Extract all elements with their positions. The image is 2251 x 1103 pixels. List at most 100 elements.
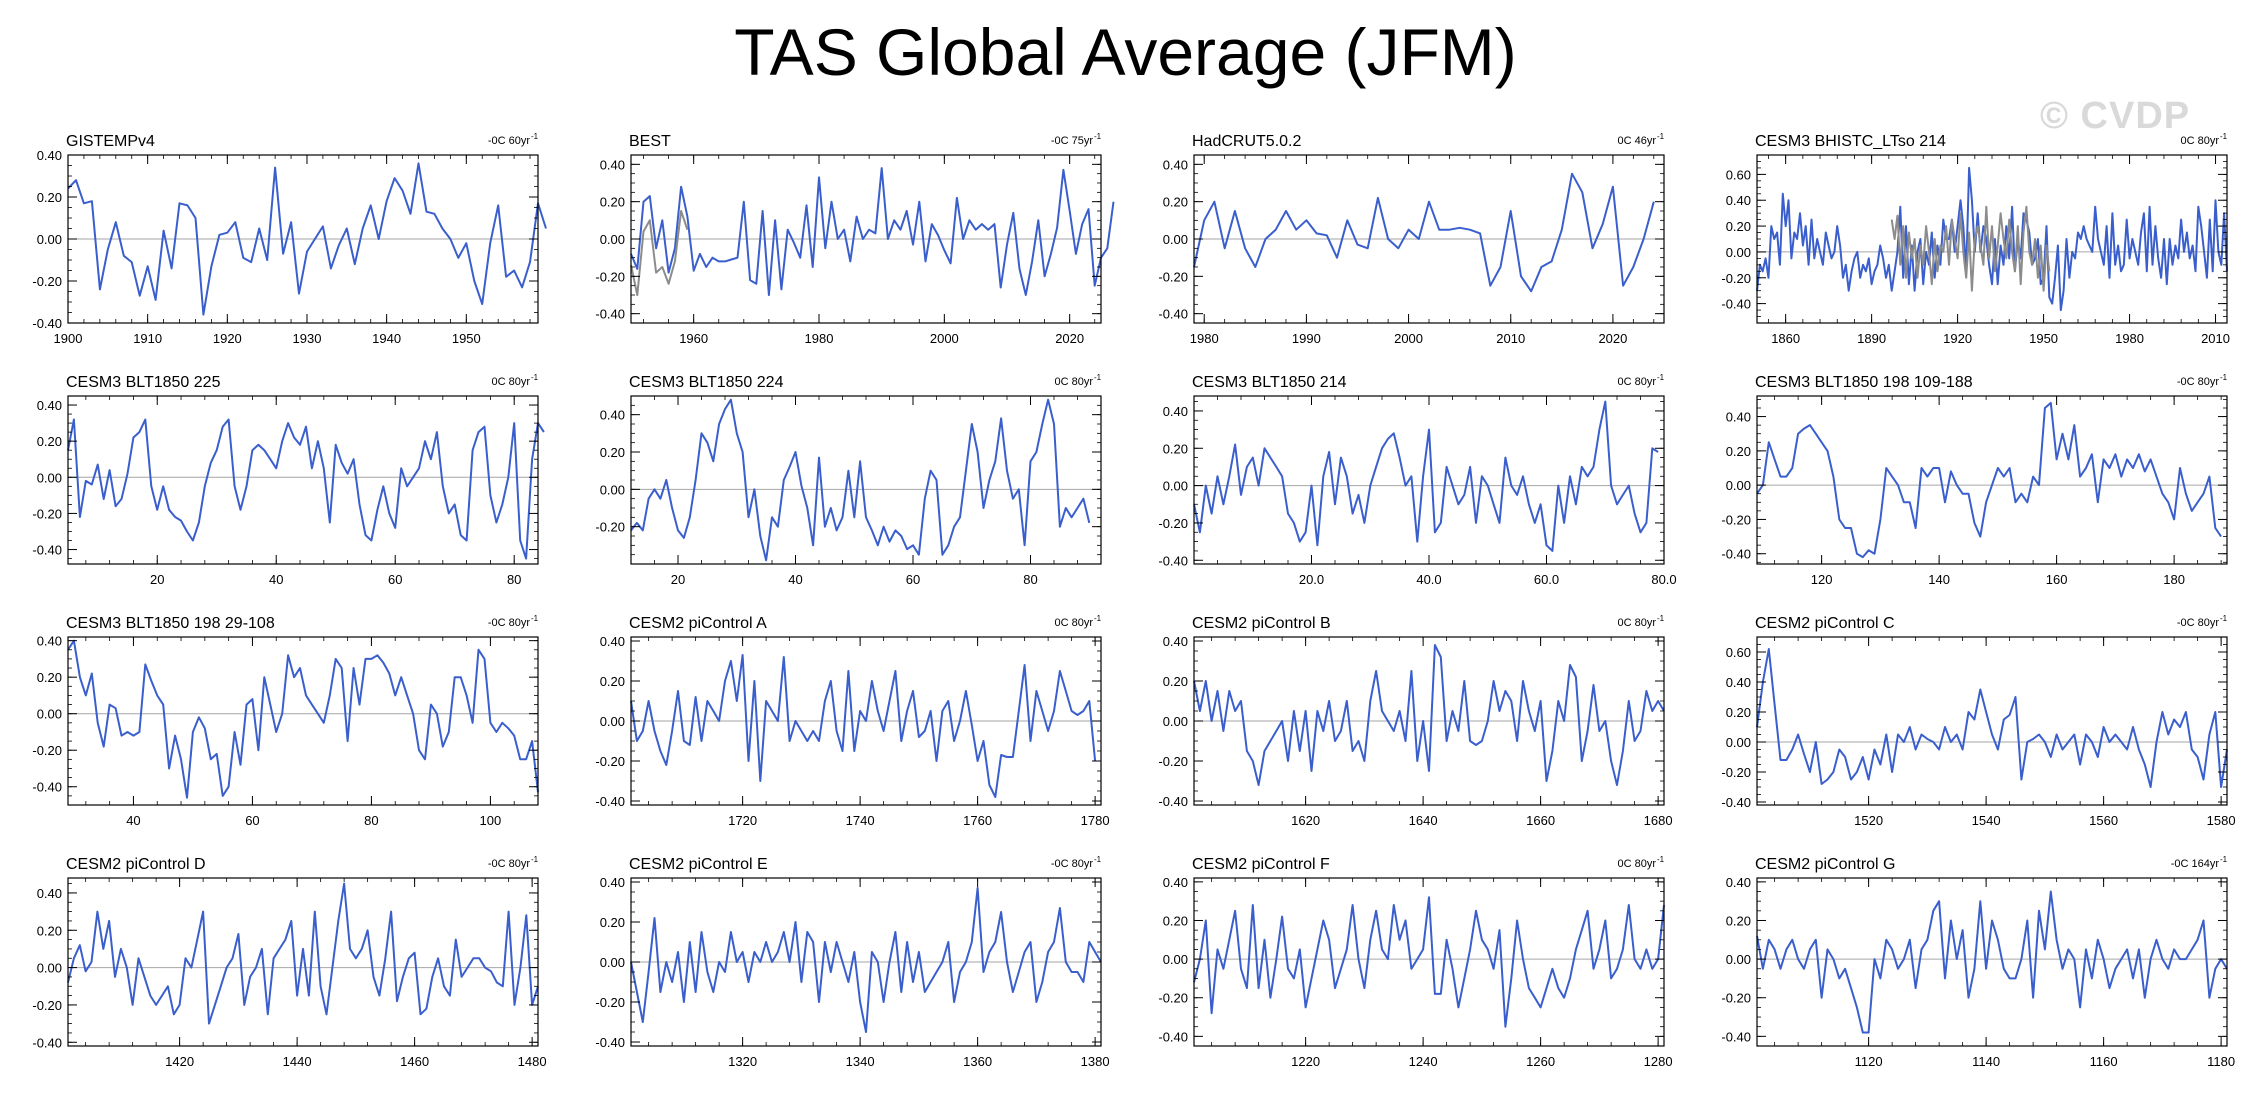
y-tick-label: -0.20 bbox=[1158, 269, 1188, 284]
x-tick-label: 120 bbox=[1811, 572, 1833, 587]
x-tick-label: 1760 bbox=[963, 813, 992, 828]
x-tick-label: 1420 bbox=[165, 1054, 194, 1069]
trend-label: -0C 75yr bbox=[1051, 135, 1094, 147]
y-tick-label: 0.00 bbox=[1163, 479, 1188, 494]
chart-panel-1: GISTEMPv4 -0C 60yr -1 -0.40 -0.20 0.00 0.20 0.4… bbox=[32, 132, 547, 346]
y-tick-label: 0.20 bbox=[37, 923, 62, 938]
data-series-line bbox=[67, 162, 547, 316]
y-tick-label: 0.40 bbox=[1163, 875, 1188, 890]
y-tick-label: -0.20 bbox=[595, 754, 625, 769]
y-tick-label: 0.20 bbox=[600, 915, 625, 930]
x-tick-label: 1280 bbox=[1644, 1054, 1673, 1069]
trend-label: -0C 80yr bbox=[2177, 617, 2220, 629]
x-tick-label: 20 bbox=[150, 572, 164, 587]
y-tick-label: -0.20 bbox=[1721, 271, 1751, 286]
y-tick-label: 0.40 bbox=[1163, 404, 1188, 419]
y-tick-label: -0.40 bbox=[595, 307, 625, 322]
y-tick-label: 0.20 bbox=[1163, 195, 1188, 210]
y-tick-label: 0.40 bbox=[600, 157, 625, 172]
y-tick-label: 0.40 bbox=[37, 634, 62, 649]
x-tick-label: 1950 bbox=[452, 331, 481, 346]
data-series-line bbox=[630, 887, 1102, 1033]
y-tick-label: 0.40 bbox=[37, 148, 62, 163]
x-tick-label: 1640 bbox=[1409, 813, 1438, 828]
y-tick-label: 0.00 bbox=[600, 482, 625, 497]
y-tick-label: -0.40 bbox=[595, 794, 625, 809]
y-tick-label: -0.20 bbox=[595, 520, 625, 535]
x-tick-label: 100 bbox=[480, 813, 502, 828]
y-tick-label: -0.40 bbox=[32, 316, 62, 331]
y-tick-label: 0.00 bbox=[600, 955, 625, 970]
y-tick-label: -0.40 bbox=[1158, 307, 1188, 322]
trend-superscript: -1 bbox=[1094, 614, 1102, 623]
y-tick-label: 0.00 bbox=[37, 232, 62, 247]
x-tick-label: 1950 bbox=[2029, 331, 2058, 346]
x-tick-label: 1980 bbox=[1190, 331, 1219, 346]
panel-title: CESM2 piControl D bbox=[66, 856, 206, 873]
trend-label: 0C 80yr bbox=[491, 376, 530, 388]
y-tick-label: 0.00 bbox=[1726, 245, 1751, 260]
trend-label: 0C 80yr bbox=[1054, 617, 1093, 629]
chart-panel-5: CESM3 BLT1850 225 0C 80yr -1 -0.40 -0.20 0.00… bbox=[32, 373, 545, 587]
chart-panel-6: CESM3 BLT1850 224 0C 80yr -1 -0.20 0.00 0.20 0… bbox=[595, 373, 1101, 587]
y-tick-label: 0.20 bbox=[37, 434, 62, 449]
trend-label: -0C 80yr bbox=[1051, 858, 1094, 870]
panel-title: CESM2 piControl E bbox=[629, 856, 768, 873]
trend-label: 0C 80yr bbox=[1617, 617, 1656, 629]
panel-title: CESM2 piControl C bbox=[1755, 615, 1895, 632]
panel-title: CESM2 piControl A bbox=[629, 615, 767, 632]
panel-title: CESM3 BLT1850 198 29-108 bbox=[66, 615, 275, 632]
panel-title: CESM3 BLT1850 225 bbox=[66, 374, 221, 391]
trend-superscript: -1 bbox=[1657, 132, 1665, 141]
x-tick-label: 2010 bbox=[2201, 331, 2230, 346]
y-tick-label: 0.00 bbox=[37, 961, 62, 976]
data-series-line bbox=[67, 639, 539, 799]
panel-title: CESM3 BLT1850 198 109-188 bbox=[1755, 374, 1973, 391]
y-tick-label: 0.40 bbox=[1726, 875, 1751, 890]
x-tick-label: 1580 bbox=[2207, 813, 2236, 828]
chart-panel-7: CESM3 BLT1850 214 0C 80yr -1 -0.40 -0.20 0.00… bbox=[1158, 373, 1676, 587]
data-series-line bbox=[1756, 166, 2228, 312]
data-series-line bbox=[630, 398, 1091, 562]
cvdp-watermark: © CVDP bbox=[2040, 95, 2191, 137]
y-tick-label: -0.40 bbox=[1721, 547, 1751, 562]
y-tick-label: 0.20 bbox=[1726, 219, 1751, 234]
y-tick-label: -0.40 bbox=[1158, 794, 1188, 809]
y-tick-label: 0.00 bbox=[37, 707, 62, 722]
data-series-line bbox=[1756, 648, 2228, 788]
x-tick-label: 1740 bbox=[846, 813, 875, 828]
y-tick-label: -0.20 bbox=[595, 995, 625, 1010]
y-tick-label: -0.20 bbox=[32, 274, 62, 289]
y-tick-label: -0.20 bbox=[1721, 991, 1751, 1006]
panel-title: HadCRUT5.0.2 bbox=[1192, 133, 1301, 150]
y-tick-label: -0.40 bbox=[32, 1035, 62, 1050]
trend-superscript: -1 bbox=[2220, 132, 2228, 141]
y-tick-label: 0.20 bbox=[1163, 674, 1188, 689]
x-tick-label: 60 bbox=[906, 572, 920, 587]
y-tick-label: 0.00 bbox=[1163, 952, 1188, 967]
trend-superscript: -1 bbox=[2220, 855, 2228, 864]
page-title: TAS Global Average (JFM) bbox=[734, 15, 1517, 89]
x-tick-label: 1180 bbox=[2207, 1054, 2235, 1069]
x-tick-label: 1120 bbox=[1855, 1054, 1883, 1069]
x-tick-label: 80 bbox=[1023, 572, 1037, 587]
x-tick-label: 140 bbox=[1928, 572, 1950, 587]
x-tick-label: 1560 bbox=[2089, 813, 2118, 828]
y-tick-label: 0.20 bbox=[37, 670, 62, 685]
y-tick-label: 0.60 bbox=[1726, 645, 1751, 660]
panel-title: GISTEMPv4 bbox=[66, 133, 155, 150]
plot-frame bbox=[1756, 395, 2228, 565]
x-tick-label: 1320 bbox=[728, 1054, 757, 1069]
x-tick-label: 1720 bbox=[728, 813, 757, 828]
data-series-line bbox=[67, 882, 539, 1025]
data-series-line bbox=[1193, 172, 1655, 293]
trend-superscript: -1 bbox=[1657, 373, 1665, 382]
y-tick-label: -0.40 bbox=[1158, 553, 1188, 568]
y-tick-label: 0.40 bbox=[37, 886, 62, 901]
x-tick-label: 40.0 bbox=[1416, 572, 1441, 587]
chart-panel-2: BEST -0C 75yr -1 -0.40 -0.20 0.00 0.20 0.40 1960… bbox=[595, 132, 1115, 346]
y-tick-label: 0.40 bbox=[600, 875, 625, 890]
plot-frame bbox=[67, 636, 539, 806]
x-tick-label: 1260 bbox=[1526, 1054, 1555, 1069]
x-tick-label: 80 bbox=[507, 572, 521, 587]
